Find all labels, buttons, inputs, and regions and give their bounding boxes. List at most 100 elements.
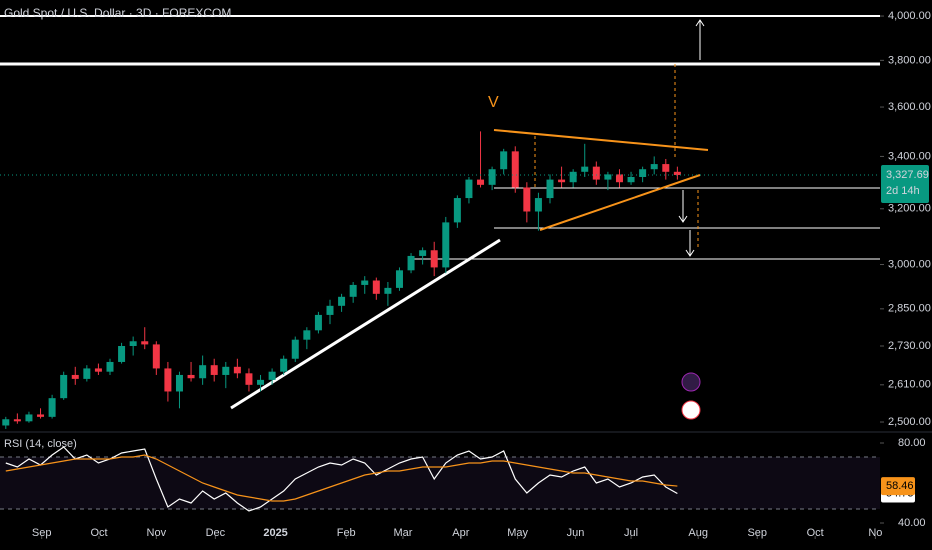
candle-body	[152, 344, 160, 369]
x-tick-label: Oct	[807, 527, 824, 539]
candle-body	[604, 174, 612, 180]
candle-body	[407, 255, 415, 271]
candle-body	[199, 365, 207, 379]
candle-body	[164, 368, 172, 392]
candle-body	[627, 176, 635, 183]
x-tick-label: 2025	[263, 527, 287, 539]
x-tick-label: Apr	[452, 527, 469, 539]
candle-body	[233, 366, 241, 374]
x-tick-label: Feb	[337, 527, 356, 539]
candle-body	[361, 280, 369, 285]
arrow	[695, 19, 705, 60]
candle-body	[71, 374, 79, 379]
candle-body	[141, 341, 149, 345]
rsi-value-box	[881, 477, 915, 496]
countdown: 2d 14h	[886, 185, 920, 197]
arrow	[685, 230, 695, 257]
candle-body	[25, 414, 33, 422]
price-label: 3,327.69	[886, 169, 929, 181]
candle-body	[650, 164, 658, 170]
trend-line	[230, 238, 501, 410]
rsi-title: RSI (14, close)	[4, 438, 77, 450]
y-tick-label: 2,500.00	[888, 416, 931, 428]
candle-body	[581, 166, 589, 172]
candle-body	[419, 250, 427, 256]
rsi-line	[5, 446, 678, 512]
candle-body	[83, 368, 91, 379]
candle-body	[210, 365, 218, 375]
candle-body	[129, 341, 137, 346]
candle-body	[291, 339, 299, 359]
x-tick-label: No	[868, 527, 882, 539]
candle-body	[546, 179, 554, 199]
event-icon[interactable]	[681, 400, 701, 420]
triangle-line	[493, 129, 709, 151]
candle-body	[511, 151, 519, 188]
candle-body	[442, 222, 450, 268]
y-tick-label: 3,000.00	[888, 258, 931, 270]
chart-title: Gold Spot / U.S. Dollar · 3D · FOREXCOM	[4, 6, 231, 20]
candle-body	[639, 169, 647, 177]
rsi-value-label: 58.46	[886, 480, 914, 492]
candle-body	[222, 366, 230, 375]
candle-body	[280, 358, 288, 372]
candle-body	[13, 419, 21, 422]
candle-body	[592, 166, 600, 180]
candle-body	[569, 171, 577, 183]
x-tick-label: Dec	[206, 527, 226, 539]
event-icon[interactable]	[681, 372, 701, 392]
y-tick-label: 80.00	[898, 437, 926, 449]
candle-body	[118, 345, 126, 362]
candle-body	[384, 287, 392, 294]
x-tick-label: Jun	[567, 527, 585, 539]
candle-body	[523, 187, 531, 212]
candle-body	[268, 371, 276, 380]
candle-body	[372, 280, 380, 294]
candle-body	[37, 414, 45, 417]
candle-body	[338, 296, 346, 306]
candle-body	[615, 174, 623, 183]
candle-body	[477, 179, 485, 185]
y-tick-label: 4,000.00	[888, 10, 931, 22]
candle-body	[673, 171, 681, 175]
candle-body	[453, 198, 461, 223]
candle-body	[2, 419, 10, 426]
candle-body	[465, 179, 473, 199]
candle-body	[106, 361, 114, 372]
y-tick-label: 3,600.00	[888, 101, 931, 113]
x-tick-label: Sep	[32, 527, 52, 539]
candle-body	[187, 374, 195, 379]
candle-body	[48, 398, 56, 417]
candle-body	[175, 374, 183, 392]
triangle-line	[539, 174, 701, 231]
candle-body	[662, 164, 670, 172]
candle-body	[500, 151, 508, 170]
x-tick-label: Oct	[90, 527, 107, 539]
y-tick-label: 3,200.00	[888, 203, 931, 215]
candle-body	[257, 379, 265, 385]
candle-body	[303, 330, 311, 340]
x-tick-label: Jul	[624, 527, 638, 539]
price-box	[881, 164, 929, 203]
y-tick-label: 3,800.00	[888, 54, 931, 66]
y-tick-label: 2,850.00	[888, 303, 931, 315]
x-tick-label: Aug	[688, 527, 708, 539]
candle-body	[488, 169, 496, 185]
rsi-line	[5, 454, 678, 502]
candle-body	[94, 368, 102, 372]
candle-body	[349, 284, 357, 297]
annotation: V	[488, 94, 499, 111]
candle-body	[60, 374, 68, 399]
rsi-band	[0, 457, 880, 509]
x-tick-label: Sep	[747, 527, 767, 539]
x-tick-label: May	[507, 527, 528, 539]
candle-body	[314, 314, 322, 331]
y-tick-label: 2,610.00	[888, 379, 931, 391]
candle-body	[534, 198, 542, 212]
x-tick-label: Mar	[393, 527, 412, 539]
y-tick-label: 40.00	[898, 517, 926, 529]
arrow	[678, 190, 688, 223]
candle-body	[395, 270, 403, 288]
candle-body	[558, 179, 566, 183]
